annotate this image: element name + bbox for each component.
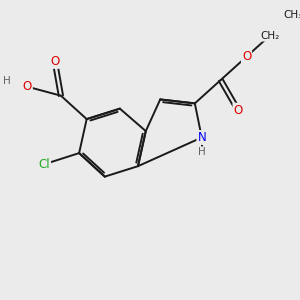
Text: CH₃: CH₃ <box>284 10 300 20</box>
Text: H: H <box>3 76 11 86</box>
Text: O: O <box>242 50 251 63</box>
Text: O: O <box>50 55 59 68</box>
Text: O: O <box>233 104 243 117</box>
Text: CH₂: CH₂ <box>260 31 279 41</box>
Text: N: N <box>197 131 206 144</box>
Text: Cl: Cl <box>38 158 50 171</box>
Text: O: O <box>22 80 32 93</box>
Text: H: H <box>198 147 206 157</box>
